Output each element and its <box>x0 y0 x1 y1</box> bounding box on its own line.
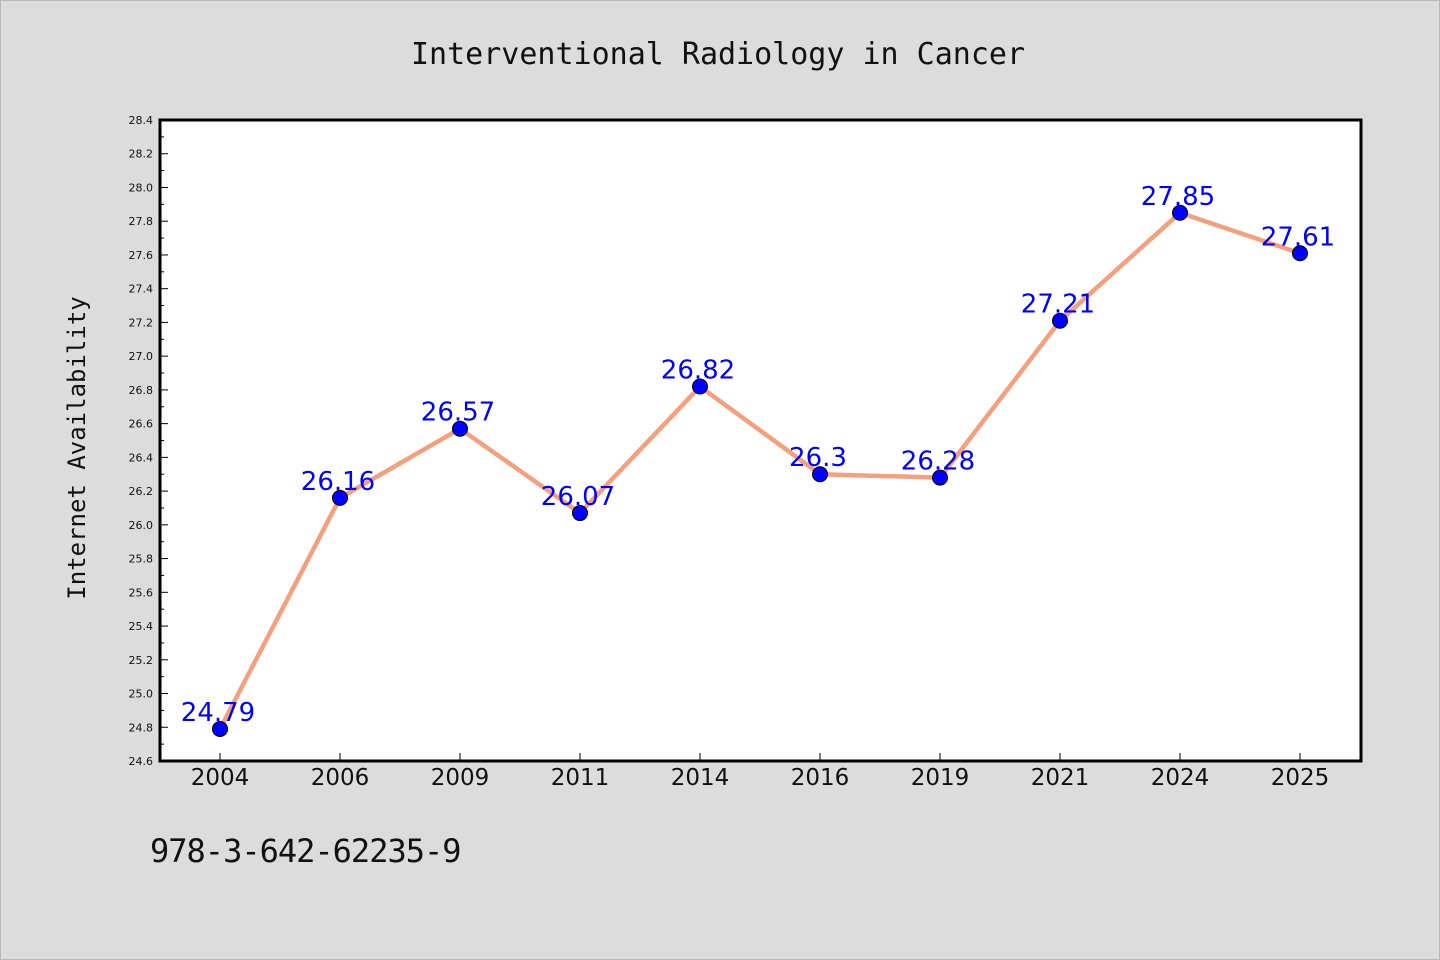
y-tick-label: 28.2 <box>129 148 154 161</box>
y-tick-label: 26.2 <box>129 485 154 498</box>
x-tick-label: 2009 <box>431 765 490 791</box>
x-tick-label: 2025 <box>1271 765 1330 791</box>
x-tick-label: 2016 <box>791 765 850 791</box>
x-tick-label: 2024 <box>1151 765 1210 791</box>
y-tick-label: 27.2 <box>129 316 154 329</box>
y-axis: 24.6 24.8 25.0 25.2 25.4 25.6 25.8 26.0 26.2 26.4… <box>129 114 168 768</box>
data-point <box>1292 245 1308 262</box>
y-tick-label: 27.6 <box>129 249 154 262</box>
y-tick-label: 26.8 <box>129 384 154 397</box>
data-point <box>332 489 348 506</box>
data-label: 26.82 <box>661 356 735 386</box>
data-label-group: 24.79 26.16 26.57 26.07 26.82 26.3 26.28 27.21 2… <box>181 182 1335 728</box>
x-tick-label: 2014 <box>671 765 730 791</box>
x-tick-label: 2019 <box>911 765 970 791</box>
data-point <box>812 466 828 483</box>
data-label: 26.16 <box>301 467 375 497</box>
y-tick-label: 25.6 <box>129 586 154 599</box>
data-point <box>452 420 468 437</box>
y-tick-label: 26.4 <box>129 451 154 464</box>
data-label: 24.79 <box>181 698 255 728</box>
data-label: 27.21 <box>1021 290 1095 320</box>
data-label: 26.3 <box>789 443 847 473</box>
y-tick-label: 28.4 <box>129 114 154 127</box>
x-tick-label: 2021 <box>1031 765 1090 791</box>
y-tick-label: 25.8 <box>129 553 154 566</box>
data-label: 27.61 <box>1261 222 1335 252</box>
x-tick-label: 2011 <box>551 765 610 791</box>
data-point <box>1172 204 1188 221</box>
y-tick-label: 28.0 <box>129 181 154 194</box>
data-label: 26.28 <box>901 447 975 477</box>
y-axis-title: Internet Availability <box>63 296 91 599</box>
data-label: 27.85 <box>1141 182 1215 212</box>
y-tick-label: 27.4 <box>129 283 154 296</box>
y-tick-label: 25.2 <box>129 654 154 667</box>
chart-title: Interventional Radiology in Cancer <box>411 37 1025 72</box>
data-label: 26.07 <box>541 482 615 512</box>
y-tick-label: 25.4 <box>129 620 154 633</box>
plot-area <box>158 118 1363 763</box>
series-line <box>217 210 1303 732</box>
y-tick-label: 24.8 <box>129 721 154 734</box>
data-point <box>932 469 948 486</box>
data-point <box>572 505 588 522</box>
data-point <box>212 720 228 737</box>
y-tick-label: 27.0 <box>129 350 154 363</box>
x-axis: 2004 2006 2009 2011 2014 2016 2019 2021 2024 2025 <box>191 753 1330 791</box>
series-line-group <box>217 210 1303 732</box>
data-point <box>692 378 708 395</box>
y-tick-label: 26.0 <box>129 519 154 532</box>
data-label: 26.57 <box>421 398 495 428</box>
y-tick-label: 25.0 <box>129 688 154 701</box>
isbn-label: 978-3-642-62235-9 <box>150 832 462 870</box>
marker-group <box>212 204 1308 737</box>
data-point <box>1052 312 1068 329</box>
y-tick-label: 24.6 <box>129 755 154 768</box>
y-tick-label: 26.6 <box>129 418 154 431</box>
y-tick-label: 27.8 <box>129 215 154 228</box>
x-tick-label: 2006 <box>311 765 370 791</box>
x-tick-label: 2004 <box>191 765 250 791</box>
